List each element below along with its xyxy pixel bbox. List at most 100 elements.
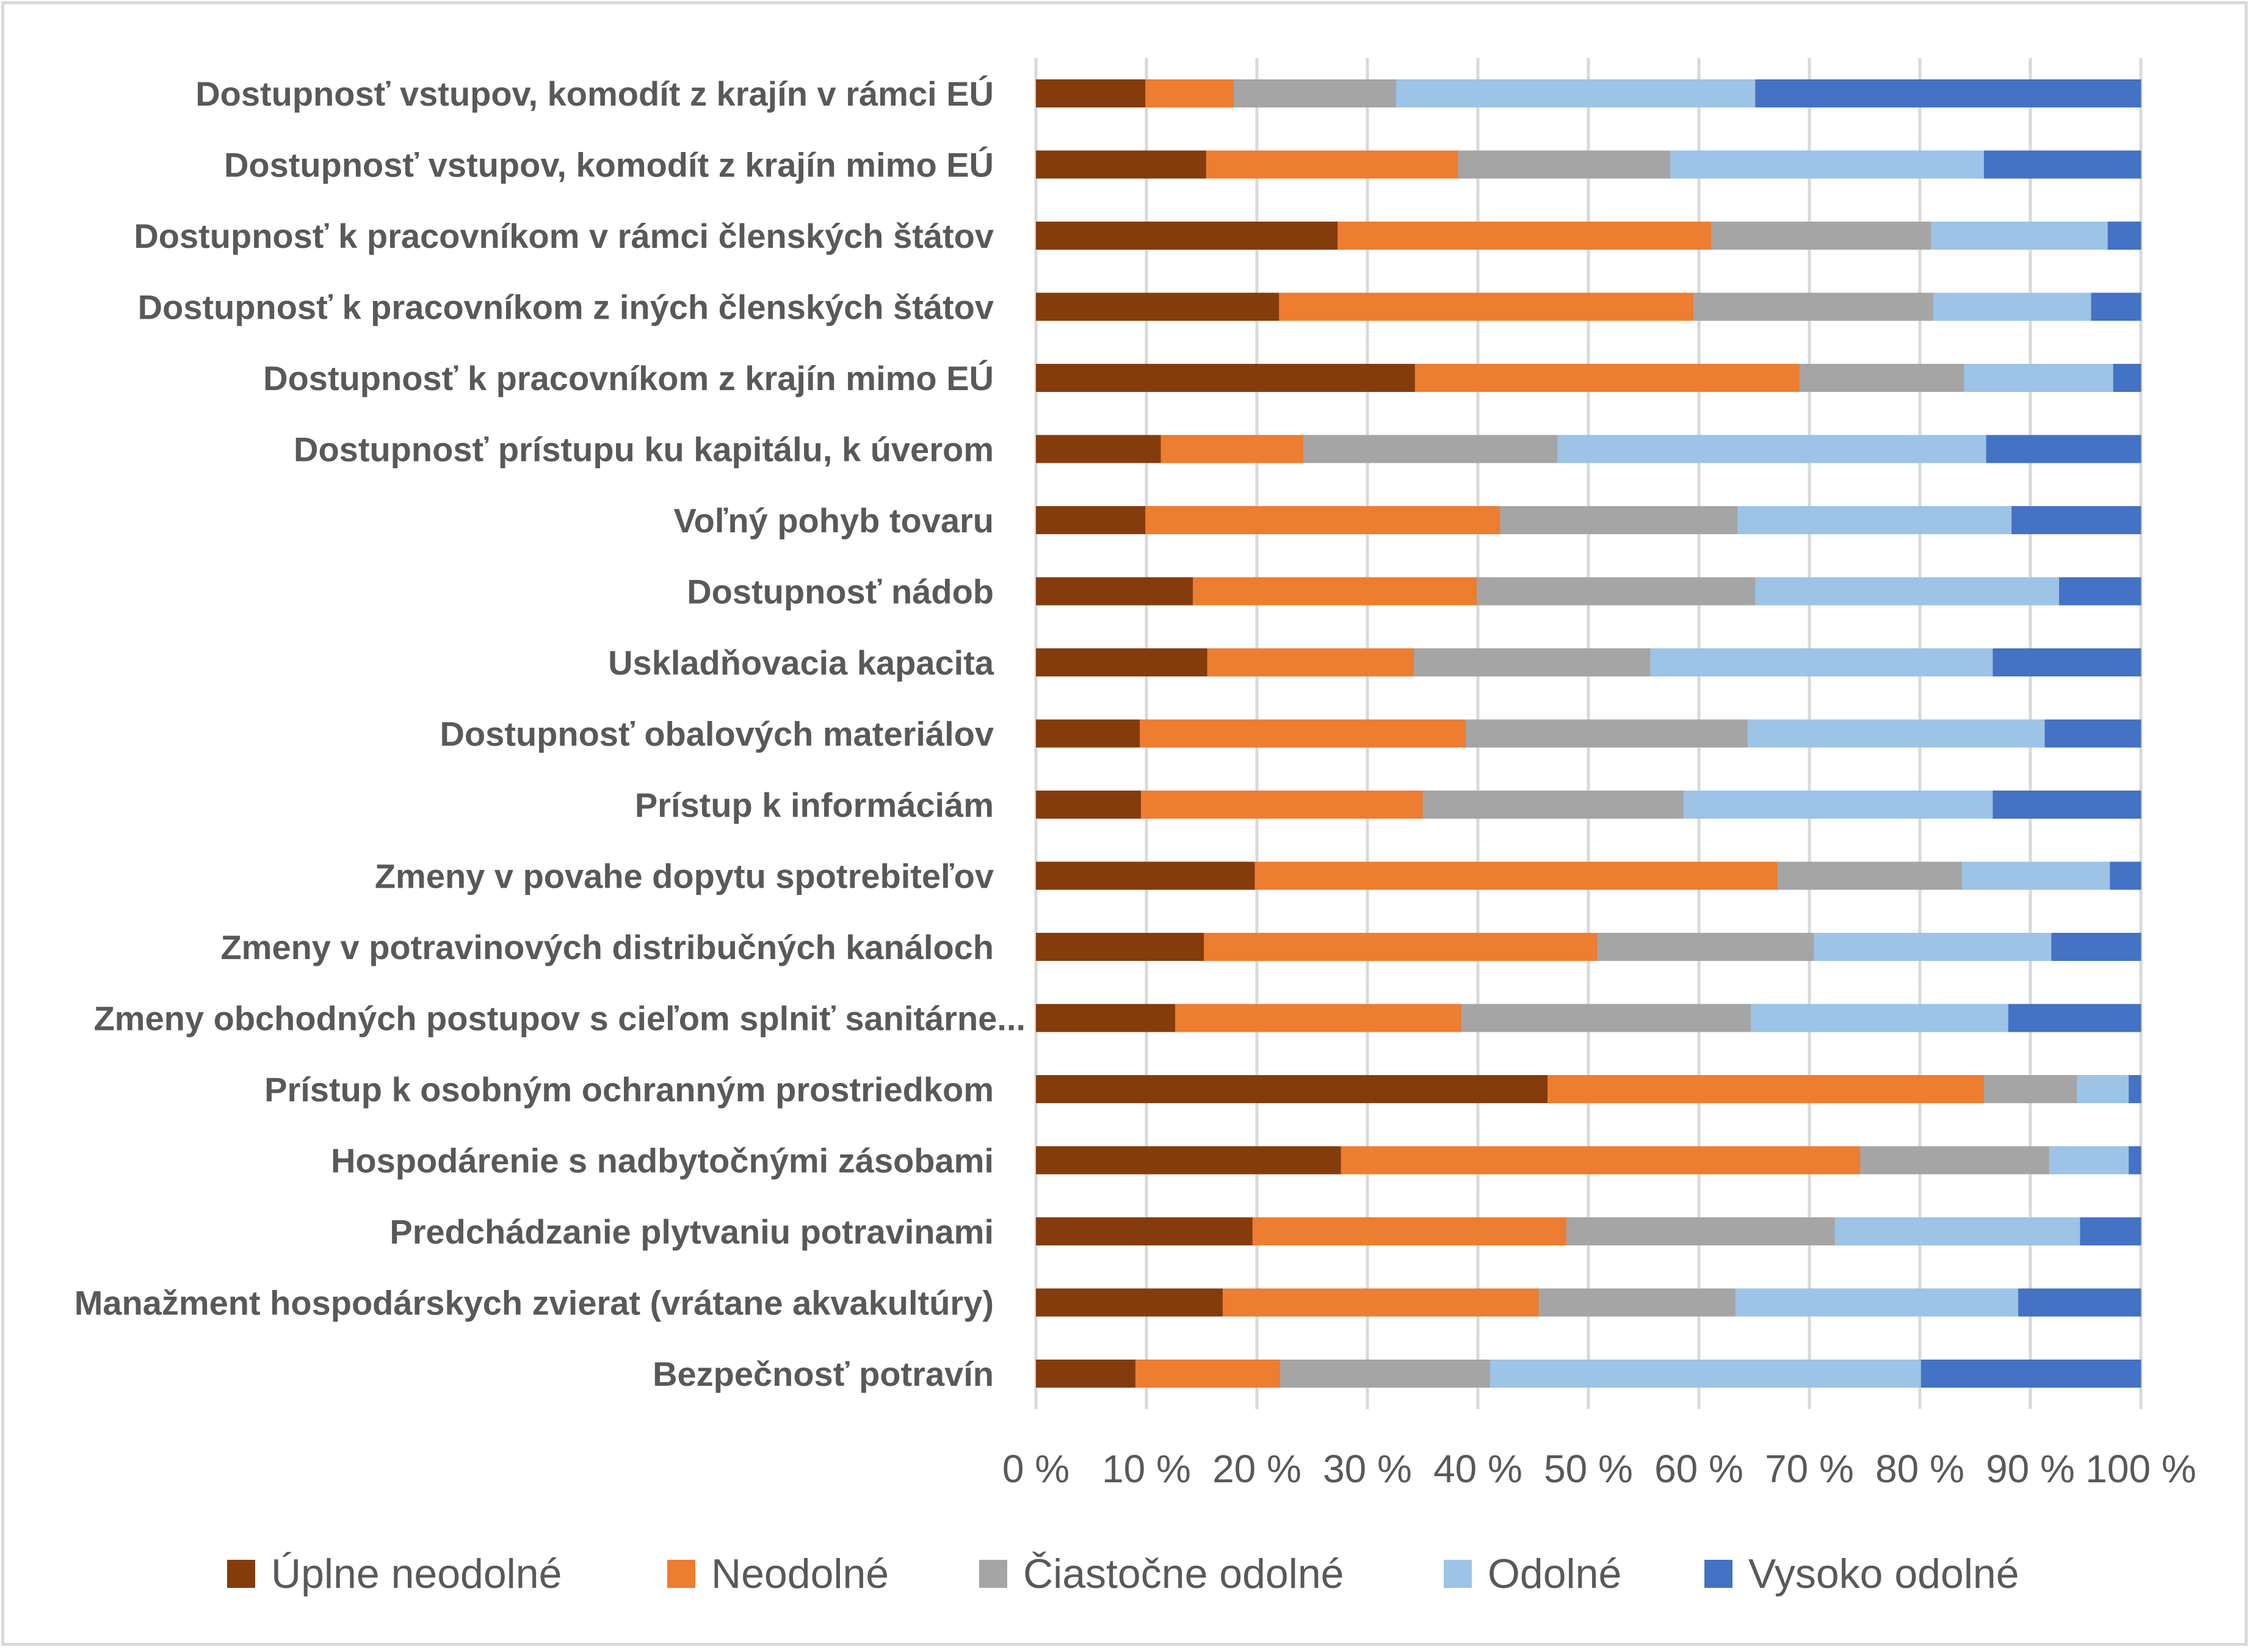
bar-segment-odolné [2049,1146,2129,1175]
bar-segment-čiastočne-odolné [1461,1004,1751,1032]
category-label: Dostupnosť vstupov, komodít z krajín v r… [195,74,994,113]
bar-segment-neodolné [1145,79,1234,107]
bars [1036,79,2141,1388]
bar-segment-odolné [1489,1360,1922,1388]
bar-segment-vysoko-odolné [1920,1360,2141,1388]
bar-segment-úplne-neodolné [1036,719,1140,748]
category-label: Prístup k informáciám [635,786,994,824]
category-label: Dostupnosť prístupu ku kapitálu, k úvero… [294,430,994,469]
bar-segment-odolné [1650,648,1993,676]
bar-segment-vysoko-odolné [2051,933,2141,961]
bar-row [1036,292,2141,321]
bar-segment-neodolné [1160,435,1304,463]
bar-segment-neodolné [1207,648,1414,676]
bar-segment-vysoko-odolné [2129,1075,2141,1103]
bar-segment-odolné [1931,222,2108,250]
legend: Úplne neodolné Neodolné Čiastočne odolné Od… [227,1551,2019,1597]
bar-segment-vysoko-odolné [1993,791,2141,819]
bar-row [1036,79,2141,107]
bar-segment-čiastočne-odolné [1710,222,1931,250]
legend-label: Vysoko odolné [1748,1551,2019,1597]
bar-segment-úplne-neodolné [1036,791,1142,819]
x-tick-label: 30 % [1323,1447,1412,1491]
bar-segment-odolné [1396,79,1756,107]
bar-segment-vysoko-odolné [1986,435,2141,463]
category-label: Bezpečnosť potravín [653,1355,994,1393]
bar-segment-čiastočne-odolné [1860,1146,2050,1175]
legend-item: Úplne neodolné [227,1551,562,1597]
x-tick-label: 50 % [1544,1447,1633,1491]
category-label: Dostupnosť obalových materiálov [440,715,994,753]
bar-segment-neodolné [1252,1217,1567,1245]
bar-segment-úplne-neodolné [1036,79,1146,107]
bar-segment-úplne-neodolné [1036,577,1193,606]
bar-segment-úplne-neodolné [1036,1004,1176,1032]
bar-segment-úplne-neodolné [1036,1360,1136,1388]
legend-swatch [979,1560,1007,1588]
bar-segment-čiastočne-odolné [1280,1360,1491,1388]
category-label: Predchádzanie plytvaniu potravinami [389,1212,994,1251]
bar-row [1036,577,2141,606]
bar-segment-čiastočne-odolné [1983,1075,2077,1103]
category-labels: Dostupnosť vstupov, komodít z krajín v r… [74,74,1026,1393]
category-label: Dostupnosť vstupov, komodít z krajín mim… [224,146,994,184]
bar-segment-čiastočne-odolné [1597,933,1814,961]
bar-segment-vysoko-odolné [1993,648,2141,676]
bar-segment-vysoko-odolné [2044,719,2141,748]
bar-segment-úplne-neodolné [1036,1146,1342,1175]
bar-segment-neodolné [1279,292,1694,321]
bar-row [1036,1217,2141,1245]
bar-segment-neodolné [1206,150,1458,179]
bar-segment-čiastočne-odolné [1538,1288,1736,1317]
bar-segment-odolné [1834,1217,2080,1245]
bar-segment-vysoko-odolné [2113,364,2141,392]
legend-swatch [667,1560,695,1588]
category-label: Dostupnosť k pracovníkom v rámci členský… [134,217,994,255]
bar-segment-neodolné [1337,222,1712,250]
bar-segment-neodolné [1204,933,1598,961]
bar-segment-odolné [1814,933,2052,961]
bar-segment-čiastočne-odolné [1777,861,1963,890]
bar-segment-odolné [1933,292,2092,321]
bar-segment-úplne-neodolné [1036,506,1146,534]
bar-segment-odolné [1755,577,2060,606]
x-tick-label: 20 % [1212,1447,1301,1491]
bar-row [1036,222,2141,250]
category-label: Zmeny v potravinových distribučných kaná… [220,928,994,966]
category-label: Zmeny obchodných postupov s cieľom splni… [94,999,1026,1038]
bar-segment-vysoko-odolné [2011,506,2141,534]
bar-segment-čiastočne-odolné [1566,1217,1836,1245]
bar-segment-úplne-neodolné [1036,150,1207,179]
legend-label: Čiastočne odolné [1023,1551,1344,1597]
bar-segment-odolné [1735,1288,2019,1317]
bar-segment-úplne-neodolné [1036,1075,1548,1103]
category-label: Voľný pohyb tovaru [673,501,994,540]
x-tick-label: 0 % [1002,1447,1070,1491]
bar-segment-úplne-neodolné [1036,222,1338,250]
bar-row [1036,1288,2141,1317]
bar-segment-úplne-neodolné [1036,648,1208,676]
bar-segment-úplne-neodolné [1036,435,1162,463]
bar-row [1036,861,2141,890]
legend-label: Odolné [1488,1551,1621,1597]
bar-segment-neodolné [1414,364,1800,392]
bar-segment-vysoko-odolné [1983,150,2141,179]
bar-row [1036,1360,2141,1388]
bar-segment-neodolné [1193,577,1477,606]
bar-row [1036,719,2141,748]
bar-segment-neodolné [1341,1146,1861,1175]
bar-segment-neodolné [1254,861,1778,890]
bar-segment-odolné [1670,150,1985,179]
bar-segment-úplne-neodolné [1036,1288,1223,1317]
x-tick-label: 10 % [1102,1447,1191,1491]
category-label: Manažment hospodárskych zvierat (vrátane… [74,1284,994,1322]
category-label: Dostupnosť k pracovníkom z iných členský… [138,288,994,327]
legend-item: Vysoko odolné [1704,1551,2019,1597]
bar-segment-neodolné [1140,791,1423,819]
bar-segment-vysoko-odolné [2008,1004,2141,1032]
bar-row [1036,435,2141,463]
bar-segment-vysoko-odolné [2110,861,2141,890]
bar-segment-vysoko-odolné [1755,79,2141,107]
bar-segment-čiastočne-odolné [1414,648,1651,676]
